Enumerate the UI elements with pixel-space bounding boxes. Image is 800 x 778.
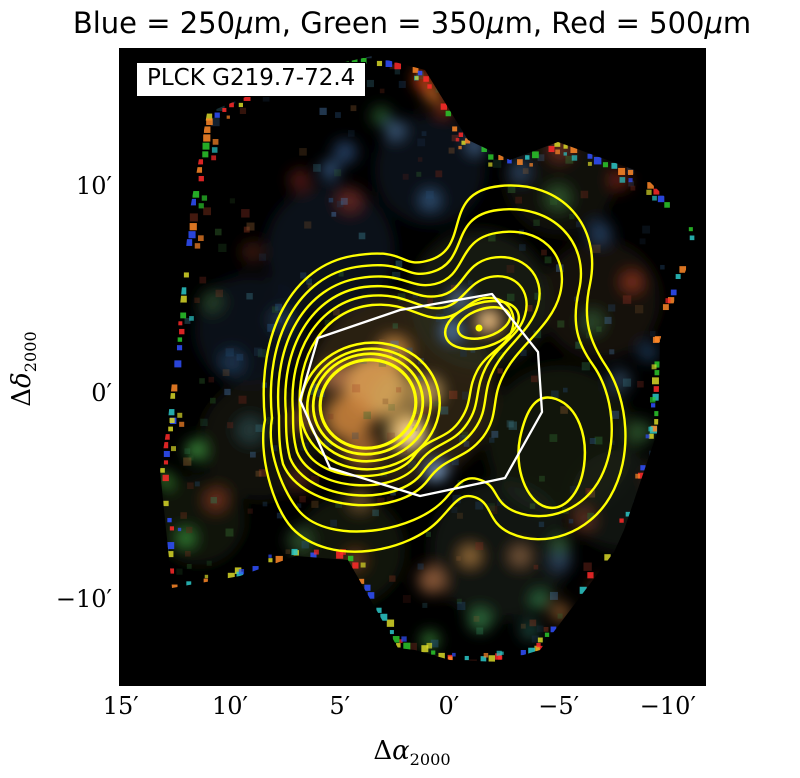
figure-svg bbox=[119, 48, 706, 686]
aperture-outline bbox=[298, 292, 544, 498]
x-axis-label-prefix: Δ bbox=[373, 736, 393, 766]
marker-dot bbox=[475, 324, 483, 332]
x-axis-label: Δα2000 bbox=[373, 736, 450, 769]
y-tick-label: −10′ bbox=[55, 585, 112, 614]
y-axis-label-prefix: Δ bbox=[7, 387, 37, 407]
figure-title: Blue = 250μm, Green = 350μm, Red = 500μm bbox=[72, 6, 752, 40]
x-tick-label: −10′ bbox=[639, 692, 696, 720]
y-tick-label: 10′ bbox=[76, 172, 112, 201]
y-axis-label-symbol: δ bbox=[7, 372, 37, 388]
x-tick-label: −5′ bbox=[538, 692, 580, 720]
x-tick-label: 5′ bbox=[329, 692, 351, 720]
y-axis-label: Δδ2000 bbox=[7, 289, 41, 449]
plot-area: PLCK G219.7-72.4 bbox=[119, 48, 706, 686]
x-tick-label: 0′ bbox=[438, 692, 460, 720]
y-tick-label: 0′ bbox=[91, 379, 112, 408]
x-tick-label: 15′ bbox=[102, 692, 139, 720]
object-label-box: PLCK G219.7-72.4 bbox=[136, 62, 367, 98]
x-axis-label-subscript: 2000 bbox=[409, 750, 451, 770]
y-axis-label-subscript: 2000 bbox=[21, 331, 41, 373]
x-tick-label: 10′ bbox=[211, 692, 248, 720]
object-label-text: PLCK G219.7-72.4 bbox=[147, 65, 356, 91]
x-axis-label-symbol: α bbox=[392, 736, 410, 766]
